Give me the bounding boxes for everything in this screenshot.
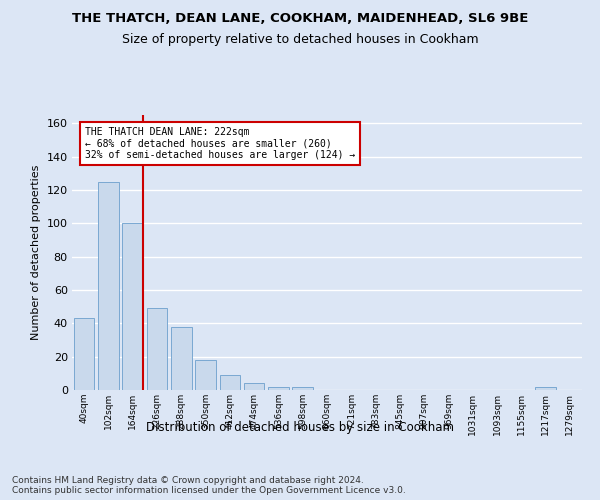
Bar bbox=[292, 386, 313, 390]
Bar bbox=[244, 384, 265, 390]
Bar bbox=[98, 182, 119, 390]
Text: Size of property relative to detached houses in Cookham: Size of property relative to detached ho… bbox=[122, 32, 478, 46]
Y-axis label: Number of detached properties: Number of detached properties bbox=[31, 165, 41, 340]
Text: THE THATCH DEAN LANE: 222sqm
← 68% of detached houses are smaller (260)
32% of s: THE THATCH DEAN LANE: 222sqm ← 68% of de… bbox=[85, 126, 356, 160]
Bar bbox=[535, 386, 556, 390]
Bar bbox=[171, 326, 191, 390]
Bar bbox=[122, 224, 143, 390]
Bar bbox=[74, 318, 94, 390]
Text: THE THATCH, DEAN LANE, COOKHAM, MAIDENHEAD, SL6 9BE: THE THATCH, DEAN LANE, COOKHAM, MAIDENHE… bbox=[72, 12, 528, 26]
Bar bbox=[268, 386, 289, 390]
Text: Distribution of detached houses by size in Cookham: Distribution of detached houses by size … bbox=[146, 421, 454, 434]
Text: Contains HM Land Registry data © Crown copyright and database right 2024.
Contai: Contains HM Land Registry data © Crown c… bbox=[12, 476, 406, 495]
Bar bbox=[220, 375, 240, 390]
Bar bbox=[146, 308, 167, 390]
Bar bbox=[195, 360, 216, 390]
